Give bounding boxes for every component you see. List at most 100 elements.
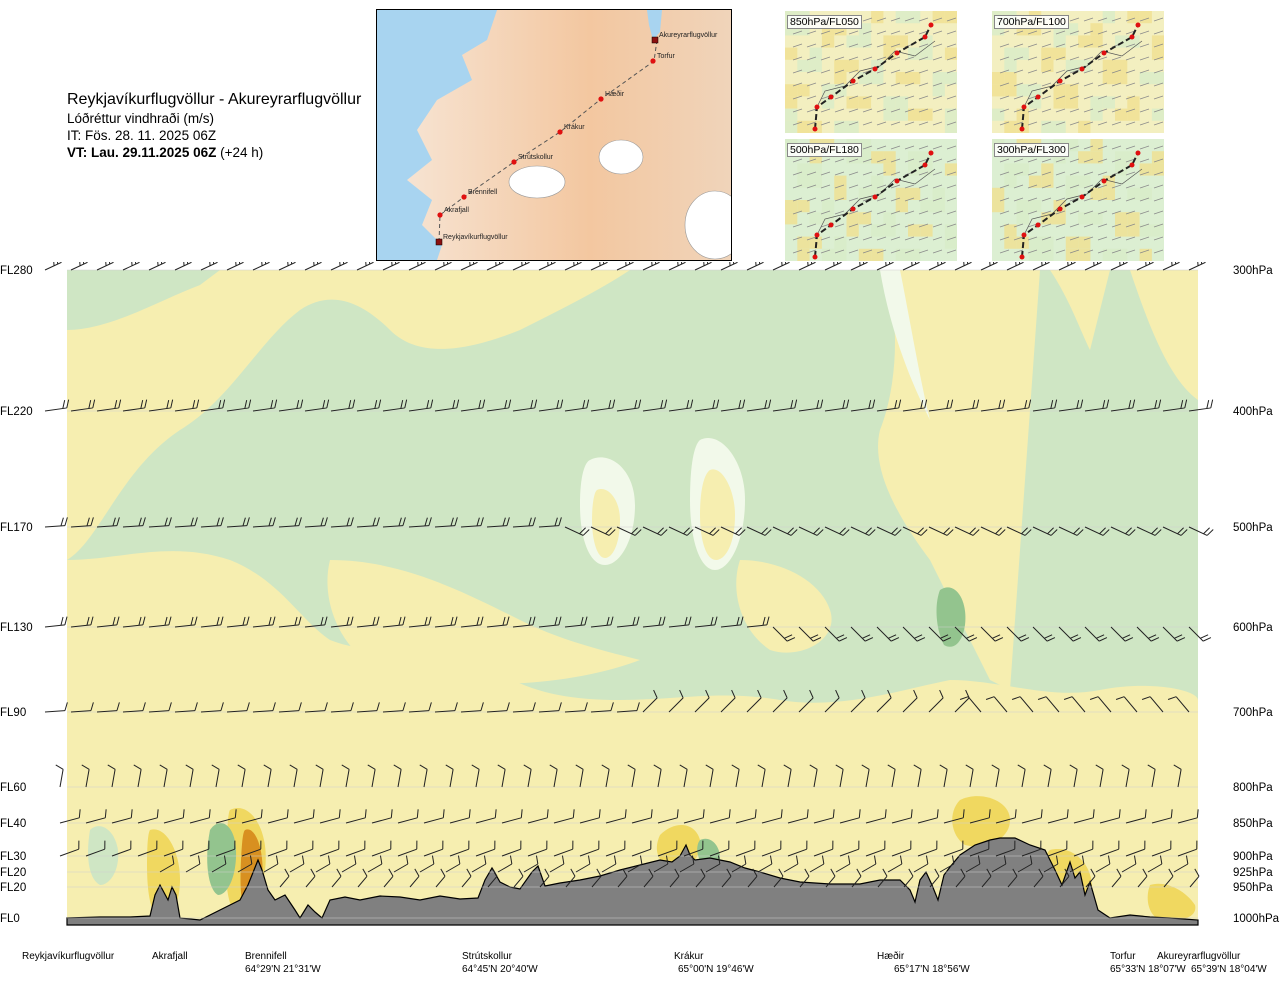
vertical-wind-contour	[207, 822, 237, 895]
wind-barb	[107, 764, 116, 788]
wind-barb	[122, 399, 148, 412]
wind-barb	[382, 517, 406, 528]
y-axis-right-label: 925hPa	[1233, 867, 1273, 879]
wind-barb	[772, 399, 798, 412]
wind-barb	[460, 399, 486, 412]
wind-barb	[371, 809, 393, 824]
wind-barb	[44, 616, 68, 628]
wind-barb	[44, 262, 62, 271]
y-axis-right-label: 700hPa	[1233, 707, 1273, 719]
wind-barb	[512, 262, 530, 271]
wind-barb	[1063, 696, 1086, 713]
map-point: Krákur	[557, 124, 585, 135]
map-point-label: Hæðir	[605, 90, 625, 98]
wind-barb	[70, 399, 96, 412]
wind-barb	[185, 855, 201, 873]
wind-barb	[174, 616, 198, 628]
wind-barb	[553, 809, 575, 824]
wind-barb	[965, 764, 974, 788]
wind-barb	[331, 868, 342, 888]
wind-barb	[434, 262, 452, 271]
wind-barb	[356, 517, 380, 528]
wind-barb	[357, 868, 368, 888]
wind-barb	[1163, 868, 1174, 888]
wind-barb	[617, 868, 628, 888]
wind-barb	[851, 868, 862, 888]
wind-barb	[850, 262, 868, 271]
wind-barb	[226, 702, 250, 713]
wind-barb	[486, 262, 504, 271]
wind-barb	[954, 262, 972, 271]
wind-barb	[293, 840, 314, 857]
station-coords: 65°17'N 18°56'W	[894, 964, 970, 975]
wind-barb	[679, 764, 688, 788]
inset-map-svg	[992, 139, 1165, 261]
wind-barb	[798, 626, 822, 642]
vertical-wind-contour	[936, 587, 966, 647]
wind-barb	[163, 809, 185, 824]
wind-barb	[720, 689, 736, 713]
wind-barb	[731, 764, 740, 788]
wind-barb	[1115, 696, 1138, 713]
wind-barb	[668, 399, 694, 412]
map-point: Akrafjall	[437, 207, 469, 218]
wind-barb	[539, 868, 550, 888]
wind-barb	[59, 809, 81, 824]
wind-barb	[746, 616, 770, 628]
wind-barb	[383, 868, 394, 888]
wind-barb	[720, 526, 746, 536]
wind-barb	[928, 262, 946, 271]
map-point: Akureyrarflugvöllur	[651, 32, 718, 44]
wind-barb	[523, 855, 539, 873]
wind-barb	[96, 517, 120, 528]
wind-barb	[367, 855, 383, 873]
wind-barb	[252, 702, 276, 713]
wind-barb	[799, 868, 810, 888]
wind-barb	[590, 526, 616, 536]
wind-barb	[382, 616, 406, 628]
map-glacier-hofsjokull	[598, 139, 644, 175]
wind-barb	[237, 855, 253, 873]
wind-barb	[694, 399, 720, 412]
wind-barb	[564, 399, 590, 412]
wind-barb	[512, 399, 538, 412]
valid-time-date: VT: Lau. 29.11.2025 06Z	[67, 145, 217, 160]
station-name: Krákur	[674, 951, 704, 962]
y-axis-left-label: FL60	[0, 782, 26, 794]
wind-barb	[1047, 840, 1068, 857]
wind-barb	[1006, 262, 1024, 271]
wind-barb	[1173, 855, 1189, 873]
wind-barb	[445, 855, 461, 873]
wind-barb	[761, 840, 782, 857]
wind-barb	[1136, 526, 1162, 536]
wind-barb	[564, 616, 588, 628]
wind-barb	[861, 855, 877, 873]
wind-barb	[865, 809, 887, 824]
wind-barb	[955, 868, 966, 888]
wind-barb	[55, 764, 64, 788]
inset-map-label: 850hPa/FL050	[787, 15, 862, 29]
wind-barb	[70, 702, 94, 713]
y-axis-right-label: 600hPa	[1233, 622, 1273, 634]
wind-barb	[1043, 855, 1059, 873]
wind-barb	[705, 764, 714, 788]
wind-barb	[408, 399, 434, 412]
wind-barb	[902, 526, 928, 536]
wind-barb	[643, 868, 654, 888]
y-axis-right-label: 850hPa	[1233, 818, 1273, 830]
wind-barb	[824, 626, 848, 642]
wind-barb	[616, 399, 642, 412]
wind-barb	[70, 262, 88, 271]
wind-barb	[668, 526, 694, 536]
wind-barb	[787, 809, 809, 824]
wind-barb	[393, 855, 409, 873]
cross-section-chart: FL280 FL220 FL170 FL130 FL90 FL60 FL40 FL30 FL20…	[0, 262, 1280, 926]
wind-barb	[252, 262, 270, 271]
wind-barb	[241, 840, 262, 857]
wind-barb	[538, 262, 556, 271]
vertical-wind-contour	[88, 826, 119, 885]
wind-barb	[642, 262, 660, 271]
wind-barb	[419, 855, 435, 873]
map-sea-west	[377, 10, 497, 260]
wind-barb	[839, 809, 861, 824]
